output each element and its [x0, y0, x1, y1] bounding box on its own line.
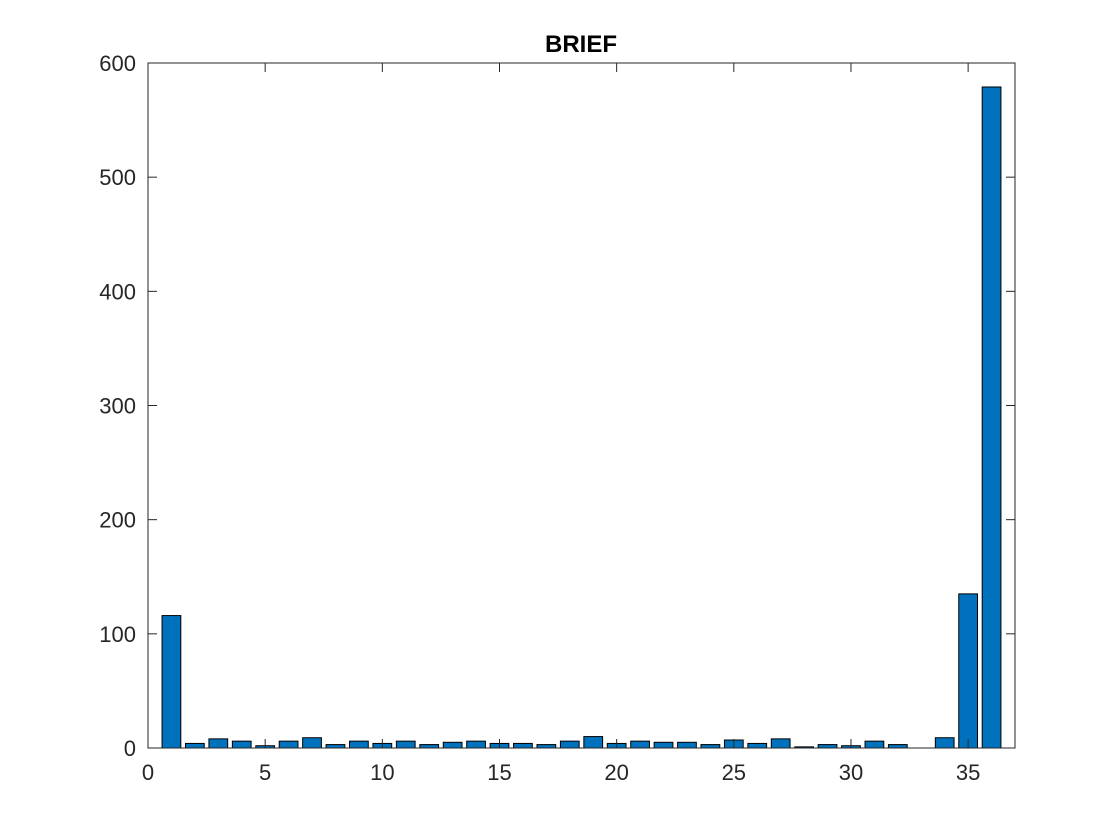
bar-32 [887, 744, 908, 749]
bar-13 [442, 741, 463, 749]
y-tick-label-100: 100 [99, 622, 136, 647]
x-tick-label-5: 5 [259, 760, 271, 785]
bar-31 [864, 740, 885, 749]
chart-title: BRIEF [545, 31, 617, 58]
y-tick-label-300: 300 [99, 394, 136, 419]
plot-area [148, 63, 1015, 748]
bar-8 [325, 744, 346, 749]
bar-18 [559, 740, 580, 749]
bar-34 [934, 737, 955, 749]
bar-27 [770, 738, 791, 749]
bar-6 [278, 740, 299, 749]
bar-22 [653, 741, 674, 749]
bar-11 [395, 740, 416, 749]
y-tick-label-500: 500 [99, 165, 136, 190]
bar-12 [419, 744, 440, 749]
y-tick-label-400: 400 [99, 279, 136, 304]
x-tick-label-30: 30 [839, 760, 863, 785]
bar-1 [161, 615, 182, 749]
bar-4 [231, 740, 252, 749]
x-tick-label-20: 20 [604, 760, 628, 785]
ticks-group: 0 5 10 15 20 25 30 35 0 100 200 300 400 500 600 [99, 51, 1015, 785]
x-tick-label-35: 35 [956, 760, 980, 785]
bar-19 [583, 736, 604, 749]
y-tick-label-200: 200 [99, 508, 136, 533]
y-tick-label-600: 600 [99, 51, 136, 76]
y-tick-label-0: 0 [124, 736, 136, 761]
bar-24 [700, 744, 721, 749]
x-tick-label-0: 0 [142, 760, 154, 785]
bar-36 [981, 86, 1002, 749]
bar-2 [184, 742, 205, 749]
bar-26 [747, 742, 768, 749]
bar-21 [630, 740, 650, 749]
bar-9 [349, 740, 369, 749]
bar-17 [536, 744, 557, 749]
bar-3 [208, 738, 229, 749]
bar-14 [466, 740, 486, 749]
bar-29 [817, 744, 838, 749]
bar-23 [677, 741, 697, 749]
axes-box [147, 62, 1016, 749]
x-tick-label-15: 15 [487, 760, 511, 785]
bars-group [161, 86, 1002, 749]
x-tick-label-25: 25 [722, 760, 746, 785]
bar-16 [513, 742, 533, 749]
bar-35 [958, 593, 979, 749]
x-tick-label-10: 10 [370, 760, 394, 785]
bar-7 [302, 737, 322, 749]
